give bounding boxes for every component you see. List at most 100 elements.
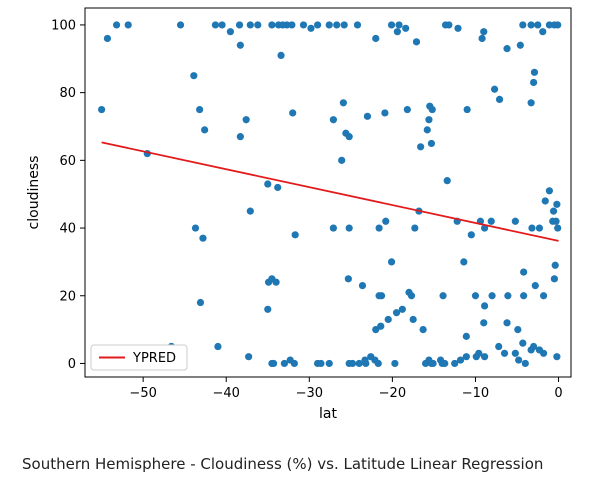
data-point [289, 109, 297, 117]
data-point [439, 292, 447, 300]
data-point [402, 24, 410, 32]
data-point [112, 21, 121, 29]
data-point [454, 24, 462, 32]
data-point [264, 305, 272, 313]
data-point [554, 21, 562, 29]
x-tick-label: −30 [296, 386, 323, 401]
data-point [495, 95, 504, 104]
data-point [288, 21, 296, 29]
data-point [375, 292, 383, 300]
data-point [355, 359, 363, 368]
x-tick-label: 0 [554, 386, 562, 401]
y-tick-label: 80 [59, 86, 76, 101]
data-point [530, 68, 539, 76]
data-point [199, 234, 207, 242]
data-point [196, 105, 204, 114]
data-point [535, 346, 544, 354]
data-point [488, 292, 496, 300]
data-point [490, 85, 499, 93]
data-point [419, 326, 427, 334]
data-point [520, 292, 528, 300]
data-point [412, 38, 421, 46]
data-point [274, 183, 282, 192]
data-point [539, 292, 548, 300]
data-point [277, 51, 285, 59]
data-point [495, 342, 503, 351]
data-point [460, 258, 468, 266]
data-point [201, 126, 209, 134]
y-tick-label: 0 [68, 357, 76, 372]
data-point [342, 129, 350, 137]
data-point [384, 315, 392, 324]
legend-box [90, 344, 188, 371]
data-point [317, 359, 325, 368]
data-point [539, 28, 547, 36]
data-point [375, 224, 383, 232]
data-point [374, 359, 382, 368]
data-point [514, 326, 522, 334]
data-point [393, 28, 401, 36]
x-axis-label: lat [319, 406, 337, 422]
y-axis-label: cloudiness [26, 156, 42, 230]
data-point [348, 359, 357, 368]
data-point [403, 105, 411, 114]
data-point [549, 217, 557, 225]
data-point [236, 133, 244, 141]
data-point [290, 359, 298, 368]
data-point [545, 21, 554, 29]
data-point [299, 21, 308, 29]
data-point [409, 315, 417, 324]
data-point [478, 34, 486, 43]
data-point [235, 21, 244, 29]
data-point [534, 21, 542, 29]
data-point [398, 305, 406, 313]
data-point [291, 231, 299, 239]
data-point [392, 309, 401, 317]
data-point [504, 292, 512, 300]
data-point [226, 28, 234, 36]
data-point [381, 109, 389, 117]
data-point [329, 224, 337, 232]
data-point [103, 34, 112, 43]
x-tick-label: −20 [379, 386, 406, 401]
data-point [339, 99, 347, 107]
data-point [550, 275, 558, 283]
data-point [423, 126, 431, 134]
data-point [325, 21, 333, 29]
data-point [124, 21, 132, 29]
data-point [361, 356, 369, 364]
data-point [515, 356, 523, 364]
data-point [553, 353, 561, 361]
data-point [554, 224, 562, 232]
data-point [372, 34, 380, 43]
data-point [511, 217, 519, 225]
data-point [500, 349, 509, 357]
data-point [451, 359, 459, 368]
data-point [441, 359, 449, 368]
data-point [411, 224, 419, 232]
x-axis: −50 −40 −30 −20 −10 0 [129, 377, 563, 401]
data-point [325, 359, 333, 368]
data-point [553, 200, 561, 208]
data-point [387, 21, 396, 29]
data-point [516, 41, 524, 49]
data-point [429, 359, 437, 368]
data-point [245, 353, 253, 361]
data-point [280, 359, 288, 368]
data-point [353, 21, 362, 29]
data-point [535, 224, 544, 232]
data-point [481, 353, 489, 361]
data-point [307, 24, 315, 32]
data-point [427, 139, 436, 148]
data-point [382, 217, 390, 225]
data-point [176, 21, 185, 29]
data-point [549, 207, 558, 215]
y-tick-label: 40 [59, 222, 76, 237]
data-point [426, 102, 434, 110]
data-point [443, 177, 451, 185]
data-point [456, 356, 465, 364]
regression-line-layer [101, 141, 559, 242]
data-point [475, 349, 483, 357]
y-tick-label: 60 [59, 154, 76, 169]
